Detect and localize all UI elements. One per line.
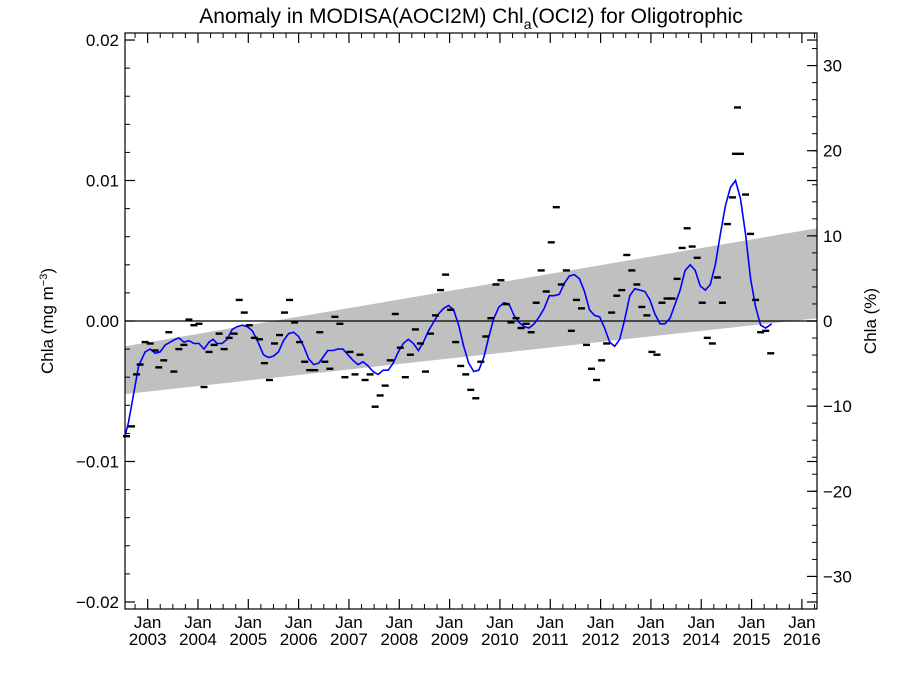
x-tick-label-month: Jan: [587, 613, 614, 632]
x-tick-label-month: Jan: [335, 613, 362, 632]
series-line: [124, 178, 773, 437]
x-tick-label-month: Jan: [637, 613, 664, 632]
x-tick-label-year: 2006: [280, 630, 318, 649]
y-axis-left-label: Chla (mg m−3): [38, 268, 57, 374]
y-tick-label-left: −0.02: [76, 593, 119, 612]
y-tick-label-right: 20: [823, 142, 842, 161]
chart-title: Anomaly in MODISA(AOCI2M) Chla(OCI2) for…: [199, 5, 742, 32]
x-tick-label-month: Jan: [386, 613, 413, 632]
x-tick-label-month: Jan: [788, 613, 815, 632]
x-tick-label-year: 2015: [733, 630, 771, 649]
x-tick-label-year: 2009: [431, 630, 469, 649]
y-tick-label-right: −30: [823, 567, 852, 586]
x-tick-label-year: 2004: [179, 630, 217, 649]
x-tick-label-year: 2008: [380, 630, 418, 649]
y-tick-label-left: 0.02: [86, 31, 119, 50]
y-tick-label-left: 0.01: [86, 172, 119, 191]
y-tick-label-right: −20: [823, 482, 852, 501]
y-tick-label-right: −10: [823, 397, 852, 416]
y-tick-label-left: 0.00: [86, 312, 119, 331]
x-tick-label-month: Jan: [486, 613, 513, 632]
x-tick-label-year: 2010: [481, 630, 519, 649]
x-tick-label-year: 2016: [783, 630, 821, 649]
y-tick-label-left: −0.01: [76, 452, 119, 471]
x-tick-label-month: Jan: [134, 613, 161, 632]
x-tick-label-month: Jan: [436, 613, 463, 632]
x-tick-label-month: Jan: [184, 613, 211, 632]
x-tick-label-year: 2013: [632, 630, 670, 649]
x-tick-label-year: 2014: [682, 630, 720, 649]
x-tick-label-year: 2007: [330, 630, 368, 649]
x-tick-label-year: 2011: [532, 630, 569, 649]
x-tick-label-year: 2012: [582, 630, 620, 649]
y-tick-label-right: 10: [823, 227, 842, 246]
y-axis-right-label: Chla (%): [861, 288, 880, 354]
plot-area: 0.020.010.00−0.01−0.023020100−10−20−30Ja…: [76, 31, 852, 649]
x-tick-label-month: Jan: [285, 613, 312, 632]
y-tick-label-right: 0: [823, 312, 832, 331]
y-tick-label-right: 30: [823, 57, 842, 76]
x-tick-label-month: Jan: [688, 613, 715, 632]
x-tick-label-month: Jan: [738, 613, 765, 632]
x-tick-label-month: Jan: [537, 613, 564, 632]
x-tick-label-month: Jan: [235, 613, 262, 632]
trend-band: [125, 228, 817, 395]
x-tick-label-year: 2003: [129, 630, 167, 649]
x-tick-label-year: 2005: [229, 630, 267, 649]
